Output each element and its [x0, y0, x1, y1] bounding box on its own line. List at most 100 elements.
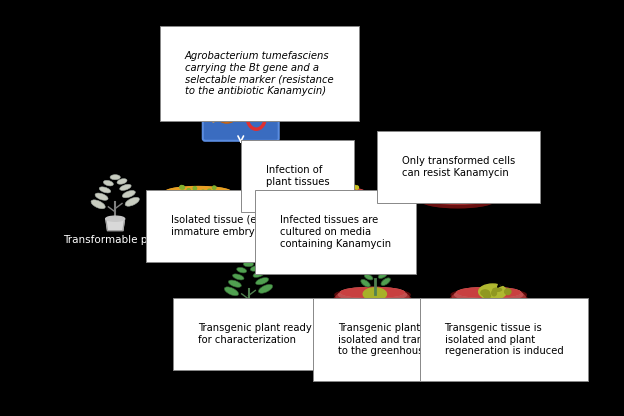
Circle shape [193, 187, 197, 190]
Ellipse shape [165, 187, 232, 198]
Circle shape [346, 186, 349, 189]
Ellipse shape [302, 187, 366, 197]
Circle shape [173, 192, 177, 196]
Text: Transgenic plantlets are
isolated and transferred
to the greenhouse: Transgenic plantlets are isolated and tr… [338, 323, 458, 357]
Ellipse shape [338, 296, 407, 308]
Ellipse shape [159, 188, 237, 201]
Ellipse shape [338, 289, 407, 301]
Ellipse shape [421, 191, 494, 203]
Ellipse shape [300, 188, 368, 201]
Ellipse shape [160, 189, 236, 205]
Ellipse shape [364, 274, 373, 280]
Circle shape [477, 190, 480, 193]
Text: Isolated tissue (e.g.,
immature embryo): Isolated tissue (e.g., immature embryo) [171, 215, 273, 237]
Ellipse shape [421, 190, 494, 204]
Ellipse shape [120, 184, 131, 191]
Circle shape [454, 186, 457, 189]
Circle shape [181, 186, 185, 189]
Circle shape [447, 189, 451, 192]
Ellipse shape [341, 287, 404, 297]
Ellipse shape [378, 272, 387, 278]
Circle shape [354, 191, 358, 195]
Text: Only transformed cells
can resist Kanamycin: Only transformed cells can resist Kanamy… [402, 156, 515, 178]
Ellipse shape [300, 196, 368, 208]
Ellipse shape [104, 181, 114, 186]
Polygon shape [239, 306, 258, 317]
Circle shape [451, 190, 454, 193]
Ellipse shape [492, 290, 497, 296]
Ellipse shape [250, 266, 260, 271]
Ellipse shape [336, 291, 409, 303]
Ellipse shape [256, 277, 268, 285]
Ellipse shape [110, 175, 120, 180]
Text: Transformable plant: Transformable plant [63, 235, 167, 245]
Ellipse shape [457, 287, 520, 297]
Ellipse shape [424, 196, 492, 208]
Ellipse shape [296, 189, 371, 201]
Ellipse shape [165, 187, 232, 198]
Ellipse shape [420, 189, 495, 201]
Text: Transgenic plant ready
for characterization: Transgenic plant ready for characterizat… [198, 323, 312, 345]
Ellipse shape [335, 289, 410, 301]
Ellipse shape [218, 109, 236, 123]
Ellipse shape [122, 191, 135, 198]
Ellipse shape [455, 289, 523, 301]
Ellipse shape [162, 193, 235, 206]
Ellipse shape [295, 191, 373, 208]
Circle shape [352, 185, 356, 188]
Ellipse shape [336, 290, 409, 305]
Ellipse shape [239, 303, 258, 308]
Circle shape [180, 186, 183, 189]
Circle shape [202, 190, 205, 193]
Circle shape [190, 192, 194, 196]
Circle shape [469, 186, 472, 189]
Ellipse shape [302, 187, 366, 197]
Circle shape [473, 189, 476, 193]
Ellipse shape [484, 294, 490, 298]
Ellipse shape [243, 262, 253, 267]
Ellipse shape [424, 188, 492, 201]
Ellipse shape [493, 288, 502, 291]
Ellipse shape [452, 291, 525, 303]
Ellipse shape [363, 288, 386, 300]
Ellipse shape [125, 197, 139, 206]
Ellipse shape [452, 290, 525, 305]
Ellipse shape [297, 191, 370, 203]
Circle shape [308, 192, 311, 195]
Circle shape [446, 187, 449, 190]
Circle shape [320, 189, 323, 192]
Circle shape [307, 189, 310, 192]
Ellipse shape [426, 187, 489, 197]
Ellipse shape [450, 291, 527, 308]
Ellipse shape [422, 193, 493, 205]
Circle shape [314, 191, 318, 194]
Text: Transgenic tissue is
isolated and plant
regeneration is induced: Transgenic tissue is isolated and plant … [444, 323, 563, 357]
Circle shape [314, 186, 317, 189]
Ellipse shape [485, 292, 490, 297]
Circle shape [334, 188, 338, 192]
Text: Agrobacterium tumefasciens
carrying the Bt gene and a
selectable marker (resista: Agrobacterium tumefasciens carrying the … [185, 52, 334, 96]
Ellipse shape [419, 191, 497, 208]
Ellipse shape [162, 195, 234, 208]
Circle shape [187, 188, 190, 192]
Ellipse shape [454, 293, 524, 305]
Ellipse shape [505, 289, 511, 295]
Ellipse shape [160, 191, 236, 203]
Circle shape [443, 189, 446, 192]
Ellipse shape [106, 216, 125, 221]
Circle shape [466, 188, 470, 191]
Ellipse shape [481, 290, 489, 296]
Ellipse shape [334, 291, 411, 308]
Circle shape [321, 189, 324, 193]
Ellipse shape [479, 284, 507, 300]
Ellipse shape [297, 190, 370, 204]
Ellipse shape [426, 187, 489, 197]
Ellipse shape [162, 188, 234, 202]
Ellipse shape [117, 178, 127, 184]
Circle shape [433, 187, 437, 191]
Circle shape [436, 191, 439, 194]
Ellipse shape [225, 287, 238, 296]
Circle shape [213, 186, 216, 189]
Ellipse shape [95, 193, 108, 201]
Circle shape [208, 189, 211, 193]
